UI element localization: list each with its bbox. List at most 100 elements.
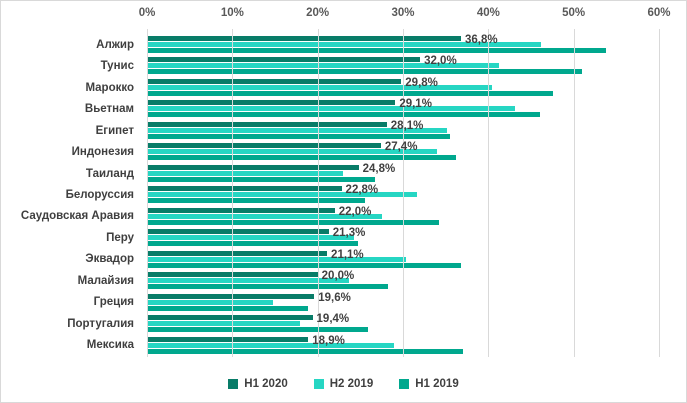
category-label: Перу bbox=[106, 231, 134, 244]
category-label: Греция bbox=[93, 296, 134, 309]
bar-h1-2020 bbox=[147, 57, 421, 63]
bar-row: 18,9% bbox=[147, 335, 659, 356]
bar-value-label: 20,0% bbox=[321, 270, 355, 283]
category-label: Египет bbox=[95, 124, 134, 137]
category-label: Белоруссия bbox=[65, 189, 134, 202]
bar-h2-2019 bbox=[147, 170, 344, 176]
category-label: Индонезия bbox=[71, 146, 134, 159]
bar-row: 28,1% bbox=[147, 120, 659, 141]
category-label: Таиланд bbox=[85, 167, 134, 180]
bar-rows: 36,8% 32,0% 29,8% 29,1% 28,1% 27,4% 24,8% 22,8%… bbox=[147, 34, 659, 356]
bar-h2-2019 bbox=[147, 278, 350, 284]
bar-row: 36,8% bbox=[147, 34, 659, 55]
bar-h2-2019 bbox=[147, 235, 354, 241]
bar-h1-2019 bbox=[147, 241, 358, 247]
bar-h1-2020 bbox=[147, 36, 462, 41]
bar-h1-2020 bbox=[147, 336, 309, 342]
bar-h2-2019 bbox=[147, 321, 300, 327]
gridline bbox=[403, 29, 404, 357]
x-axis-tick-label: 60% bbox=[647, 7, 671, 19]
category-label: Саудовская Аравия bbox=[20, 210, 134, 223]
category-label: Малайзия bbox=[77, 274, 134, 287]
bar-h2-2019 bbox=[147, 42, 542, 47]
bar-h2-2019 bbox=[147, 106, 515, 112]
bar-h2-2019 bbox=[147, 192, 417, 198]
bar-h1-2020 bbox=[147, 315, 313, 321]
bar-h2-2019 bbox=[147, 84, 492, 90]
gridline bbox=[488, 29, 490, 357]
legend-label: H1 2019 bbox=[415, 378, 459, 390]
bar-row: 19,6% bbox=[147, 292, 659, 313]
legend-swatch-icon bbox=[313, 379, 324, 389]
legend-label: H1 2020 bbox=[244, 378, 288, 390]
category-label: Мексика bbox=[86, 339, 134, 352]
bar-h2-2019 bbox=[147, 63, 500, 69]
bar-h2-2019 bbox=[147, 342, 395, 348]
bar-h1-2020 bbox=[147, 164, 359, 170]
bar-row: 21,3% bbox=[147, 227, 659, 248]
category-label: Португалия bbox=[67, 317, 134, 330]
x-axis: 0% 10% 20% 30% 40% 50% 60% bbox=[139, 7, 671, 23]
legend-item: H2 2019 bbox=[313, 378, 374, 390]
bar-value-label: 19,4% bbox=[316, 313, 350, 326]
bar-value-label: 29,1% bbox=[399, 98, 432, 111]
category-label: Марокко bbox=[85, 81, 134, 94]
gridline bbox=[659, 29, 660, 357]
category-label: Тунис bbox=[100, 60, 134, 73]
bar-h1-2019 bbox=[147, 262, 462, 268]
category-label: Вьетнам bbox=[84, 103, 134, 116]
bar-row: 29,1% bbox=[147, 98, 659, 119]
category-label: Эквадор bbox=[85, 253, 134, 266]
bar-h1-2020 bbox=[147, 121, 387, 127]
category-label: Алжир bbox=[96, 38, 134, 51]
category-axis: Алжир Тунис Марокко Вьетнам Египет Индонезия Т… bbox=[1, 34, 141, 356]
x-axis-tick-label: 20% bbox=[306, 7, 330, 19]
bar-value-label: 28,1% bbox=[390, 119, 424, 132]
bar-h1-2019 bbox=[147, 198, 366, 204]
bar-value-label: 27,4% bbox=[384, 141, 418, 154]
bar-value-label: 32,0% bbox=[424, 55, 457, 68]
bar-value-label: 18,9% bbox=[312, 334, 345, 347]
bar-row: 29,8% bbox=[147, 77, 659, 98]
legend-label: H2 2019 bbox=[329, 378, 374, 390]
bar-h2-2019 bbox=[147, 256, 406, 262]
bar-h1-2020 bbox=[147, 100, 396, 106]
x-axis-tick-label: 30% bbox=[391, 7, 415, 19]
bar-h1-2019 bbox=[147, 69, 583, 75]
legend: H1 2020 H2 2019 H1 2019 bbox=[1, 378, 686, 390]
bar-h1-2020 bbox=[147, 78, 402, 84]
bar-h1-2019 bbox=[147, 133, 450, 139]
bar-h2-2019 bbox=[147, 299, 274, 305]
bar-row: 27,4% bbox=[147, 141, 659, 162]
bar-h1-2020 bbox=[147, 293, 315, 299]
bar-h1-2020 bbox=[147, 186, 342, 192]
legend-swatch-icon bbox=[399, 379, 410, 389]
bar-h2-2019 bbox=[147, 213, 382, 219]
bar-row: 32,0% bbox=[147, 55, 659, 76]
bar-h1-2019 bbox=[147, 48, 607, 53]
bar-value-label: 22,0% bbox=[338, 205, 372, 218]
legend-item: H1 2020 bbox=[228, 378, 288, 390]
bar-h1-2019 bbox=[147, 155, 456, 161]
x-axis-tick-label: 10% bbox=[220, 7, 244, 19]
x-axis-tick-label: 0% bbox=[138, 7, 156, 19]
bar-h1-2020 bbox=[147, 143, 381, 149]
bar-row: 24,8% bbox=[147, 163, 659, 184]
bar-h1-2019 bbox=[147, 219, 439, 225]
gridline bbox=[147, 29, 148, 357]
plot-area: 36,8% 32,0% 29,8% 29,1% 28,1% 27,4% 24,8% 22,8%… bbox=[147, 29, 660, 357]
gridline bbox=[232, 29, 234, 357]
bar-h1-2019 bbox=[147, 176, 375, 182]
bar-h1-2019 bbox=[147, 90, 554, 96]
bar-value-label: 36,8% bbox=[465, 34, 498, 46]
bar-value-label: 29,8% bbox=[405, 76, 438, 89]
bar-value-label: 21,1% bbox=[331, 248, 364, 261]
gridline bbox=[317, 29, 319, 357]
bar-row: 21,1% bbox=[147, 249, 659, 270]
bar-h1-2020 bbox=[147, 207, 335, 213]
legend-item: H1 2019 bbox=[399, 378, 459, 390]
bar-h1-2019 bbox=[147, 327, 368, 333]
bar-value-label: 19,6% bbox=[318, 291, 351, 304]
bar-value-label: 24,8% bbox=[362, 162, 396, 175]
